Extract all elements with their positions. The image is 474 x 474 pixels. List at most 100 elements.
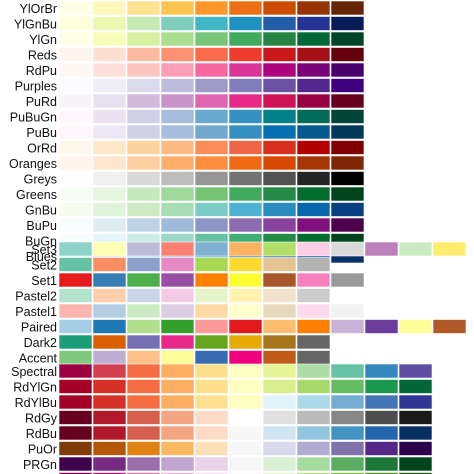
color-swatch: [228, 171, 263, 186]
color-swatch: [262, 425, 297, 441]
color-swatch: [262, 394, 297, 410]
color-swatch: [398, 456, 433, 472]
palette-row-ylorbr: YlOrBr: [20, 0, 365, 16]
color-swatch: [194, 303, 229, 319]
color-swatch: [262, 186, 297, 202]
color-swatch: [58, 62, 93, 78]
color-swatch: [58, 303, 93, 319]
color-swatch: [58, 47, 93, 62]
color-swatch: [330, 124, 365, 140]
color-swatch: [92, 124, 127, 140]
color-swatch: [126, 155, 161, 171]
color-swatch: [262, 93, 297, 109]
color-swatch: [194, 319, 229, 334]
palette-label: RdBu: [26, 427, 57, 441]
color-swatch: [296, 350, 331, 365]
color-swatch: [262, 16, 297, 31]
palette-label: Purples: [15, 80, 57, 94]
color-swatch: [194, 16, 229, 31]
color-swatch: [296, 288, 331, 303]
color-swatch: [194, 257, 229, 272]
color-swatch: [92, 288, 127, 303]
color-swatch: [58, 217, 93, 233]
color-swatch: [364, 394, 399, 410]
color-swatch: [228, 93, 263, 109]
color-swatch: [228, 186, 263, 202]
color-swatch: [262, 379, 297, 394]
color-swatch: [262, 472, 297, 474]
color-swatch: [126, 241, 161, 257]
color-swatch: [58, 456, 93, 472]
color-swatch: [330, 425, 365, 441]
color-swatch: [92, 394, 127, 410]
color-swatch: [330, 186, 365, 202]
color-swatch: [296, 109, 331, 124]
color-swatch: [160, 394, 195, 410]
palette-row-accent: Accent: [19, 350, 331, 366]
color-swatch: [126, 410, 161, 425]
color-swatch: [228, 140, 263, 155]
color-swatch: [160, 202, 195, 217]
color-swatch: [398, 241, 433, 257]
color-swatch: [126, 303, 161, 319]
palette-label: Pastel2: [15, 290, 57, 304]
color-swatch: [330, 410, 365, 425]
color-swatch: [92, 334, 127, 350]
color-swatch: [160, 257, 195, 272]
color-swatch: [126, 0, 161, 16]
color-swatch: [126, 456, 161, 472]
color-swatch: [92, 16, 127, 31]
color-swatch: [92, 202, 127, 217]
color-swatch: [126, 394, 161, 410]
color-swatch: [194, 217, 229, 233]
color-swatch: [228, 288, 263, 303]
color-swatch: [262, 441, 297, 456]
color-swatch: [228, 109, 263, 124]
color-swatch: [296, 363, 331, 379]
color-swatch: [58, 441, 93, 456]
color-swatch: [92, 350, 127, 365]
color-swatch: [126, 140, 161, 155]
color-swatch: [262, 363, 297, 379]
color-swatch: [262, 140, 297, 155]
color-swatch: [92, 303, 127, 319]
color-swatch: [194, 62, 229, 78]
palette-label: PuBu: [26, 126, 57, 140]
color-swatch: [58, 241, 93, 257]
color-swatch: [92, 47, 127, 62]
color-swatch: [398, 410, 433, 425]
color-swatch: [126, 109, 161, 124]
color-swatch: [330, 441, 365, 456]
color-swatch: [330, 272, 365, 288]
color-swatch: [330, 155, 365, 171]
color-swatch: [262, 456, 297, 472]
palette-row-greys: Greys: [24, 171, 365, 187]
color-swatch: [194, 186, 229, 202]
palette-label: Set3: [31, 243, 57, 257]
color-swatch: [262, 410, 297, 425]
palette-label: GnBu: [25, 204, 57, 218]
color-swatch: [58, 363, 93, 379]
color-swatch: [194, 379, 229, 394]
color-swatch: [126, 217, 161, 233]
palette-row-paired: Paired: [21, 319, 467, 335]
color-swatch: [262, 319, 297, 334]
color-swatch: [296, 379, 331, 394]
color-swatch: [262, 171, 297, 186]
color-swatch: [296, 456, 331, 472]
color-swatch: [126, 78, 161, 93]
palette-row-purples: Purples: [15, 78, 365, 94]
color-swatch: [92, 363, 127, 379]
palette-label: Dark2: [24, 336, 57, 350]
palette-label: YlOrBr: [20, 2, 58, 16]
color-swatch: [330, 16, 365, 31]
color-swatch: [330, 217, 365, 233]
color-swatch: [160, 140, 195, 155]
color-swatch: [330, 47, 365, 62]
color-swatch: [364, 379, 399, 394]
color-swatch: [262, 0, 297, 16]
color-swatch: [58, 31, 93, 47]
palette-label: RdYlGn: [13, 381, 57, 395]
color-swatch: [160, 272, 195, 288]
